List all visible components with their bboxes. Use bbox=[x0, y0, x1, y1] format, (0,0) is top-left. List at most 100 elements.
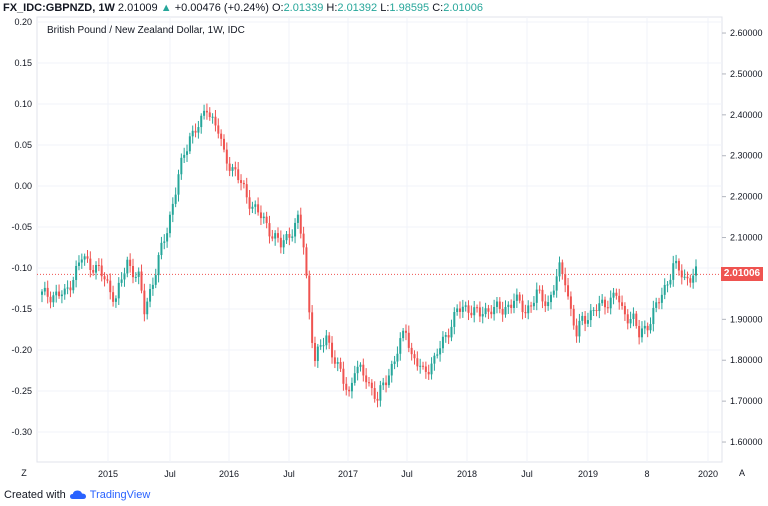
candle-body bbox=[146, 301, 149, 315]
candle-body bbox=[578, 320, 581, 337]
candle-body bbox=[407, 332, 410, 348]
candle-body bbox=[589, 310, 592, 321]
candle-body bbox=[524, 312, 527, 314]
candle-body bbox=[77, 262, 80, 266]
candle-body bbox=[362, 364, 365, 376]
candle-body bbox=[535, 289, 538, 303]
y-left-tick-label: -0.30 bbox=[11, 427, 32, 437]
candle-body bbox=[498, 301, 501, 309]
candle-body bbox=[680, 270, 683, 278]
candle-body bbox=[242, 182, 245, 185]
candle-body bbox=[117, 282, 120, 299]
candle-body bbox=[214, 116, 217, 126]
x-tick-label: Jul bbox=[283, 469, 295, 479]
candle-body bbox=[612, 292, 615, 298]
y-left-tick-label: -0.10 bbox=[11, 263, 32, 273]
candle-body bbox=[413, 354, 416, 359]
y-right-tick-label: 2.20000 bbox=[730, 192, 763, 202]
candle-body bbox=[63, 288, 66, 295]
close-label: C: bbox=[432, 2, 444, 14]
y-left-tick-label: 0.15 bbox=[14, 58, 32, 68]
candle-body bbox=[237, 169, 240, 181]
candle-body bbox=[672, 263, 675, 280]
candle-body bbox=[615, 292, 618, 296]
candle-body bbox=[274, 233, 277, 239]
candle-body bbox=[470, 312, 473, 316]
candle-body bbox=[211, 116, 214, 118]
candle-body bbox=[547, 302, 550, 307]
candle-body bbox=[285, 234, 288, 241]
y-right-tick-label: 1.90000 bbox=[730, 314, 763, 324]
candle-body bbox=[208, 112, 211, 118]
y-left-tick-label: -0.25 bbox=[11, 386, 32, 396]
candle-body bbox=[464, 305, 467, 307]
candle-body bbox=[296, 214, 299, 223]
candle-body bbox=[467, 305, 470, 313]
candle-body bbox=[544, 301, 547, 307]
candle-body bbox=[86, 256, 89, 259]
candle-body bbox=[410, 347, 413, 355]
candle-body bbox=[350, 382, 353, 392]
x-tick-label: 2020 bbox=[698, 469, 718, 479]
tradingview-link[interactable]: TradingView bbox=[89, 489, 151, 501]
candle-body bbox=[513, 300, 516, 308]
candle-body bbox=[433, 355, 436, 364]
candle-body bbox=[205, 110, 208, 113]
candle-body bbox=[220, 133, 223, 139]
open-value: 2.01339 bbox=[283, 2, 324, 14]
candle-body bbox=[41, 291, 43, 295]
candle-body bbox=[518, 294, 521, 301]
candle-body bbox=[376, 398, 379, 401]
x-tick-label: Jul bbox=[401, 469, 413, 479]
candle-body bbox=[493, 306, 496, 315]
candle-body bbox=[168, 214, 171, 234]
candle-body bbox=[370, 382, 373, 389]
candle-body bbox=[621, 302, 624, 306]
candle-body bbox=[200, 115, 203, 128]
x-tick-label: 2015 bbox=[98, 469, 118, 479]
candle-body bbox=[294, 222, 297, 237]
candle-body bbox=[328, 335, 331, 343]
close-value: 2.01006 bbox=[443, 2, 483, 14]
candle-body bbox=[259, 212, 262, 219]
candle-body bbox=[72, 280, 75, 291]
candle-body bbox=[669, 279, 672, 285]
candle-body bbox=[473, 307, 476, 316]
candle-body bbox=[404, 330, 407, 333]
candle-body bbox=[686, 276, 689, 279]
candle-body bbox=[279, 237, 282, 248]
change-arrow-icon: ▲ bbox=[160, 2, 172, 14]
candle-body bbox=[677, 260, 680, 271]
candle-body bbox=[604, 299, 607, 308]
candle-body bbox=[586, 320, 589, 324]
x-tick-label: Jul bbox=[521, 469, 533, 479]
candle-body bbox=[106, 279, 109, 281]
symbol-label[interactable]: FX_IDC:GBPNZD, 1W bbox=[3, 2, 115, 14]
candle-body bbox=[387, 375, 390, 386]
candle-body bbox=[183, 154, 186, 158]
y-right-tick-label: 1.60000 bbox=[730, 437, 763, 447]
candle-body bbox=[112, 292, 115, 302]
candle-body bbox=[450, 326, 453, 338]
candle-body bbox=[422, 365, 425, 367]
candle-body bbox=[638, 325, 641, 338]
candle-body bbox=[527, 305, 530, 314]
chart-title: British Pound / New Zealand Dollar, 1W, … bbox=[47, 25, 245, 36]
candle-body bbox=[658, 302, 661, 304]
candle-body bbox=[538, 289, 541, 291]
candle-body bbox=[436, 354, 439, 356]
candle-body bbox=[402, 330, 405, 339]
candle-body bbox=[89, 258, 92, 270]
candle-body bbox=[194, 130, 197, 133]
candle-body bbox=[248, 197, 251, 209]
candle-body bbox=[177, 174, 180, 195]
candle-body bbox=[385, 382, 388, 386]
candle-body bbox=[257, 204, 260, 213]
candle-body bbox=[558, 262, 561, 277]
candle-body bbox=[123, 273, 126, 280]
candle-body bbox=[234, 167, 237, 170]
symbol-header: FX_IDC:GBPNZD, 1W 2.01009 ▲ +0.00476 (+0… bbox=[0, 0, 768, 17]
candle-body bbox=[396, 353, 399, 362]
candle-body bbox=[504, 307, 507, 315]
